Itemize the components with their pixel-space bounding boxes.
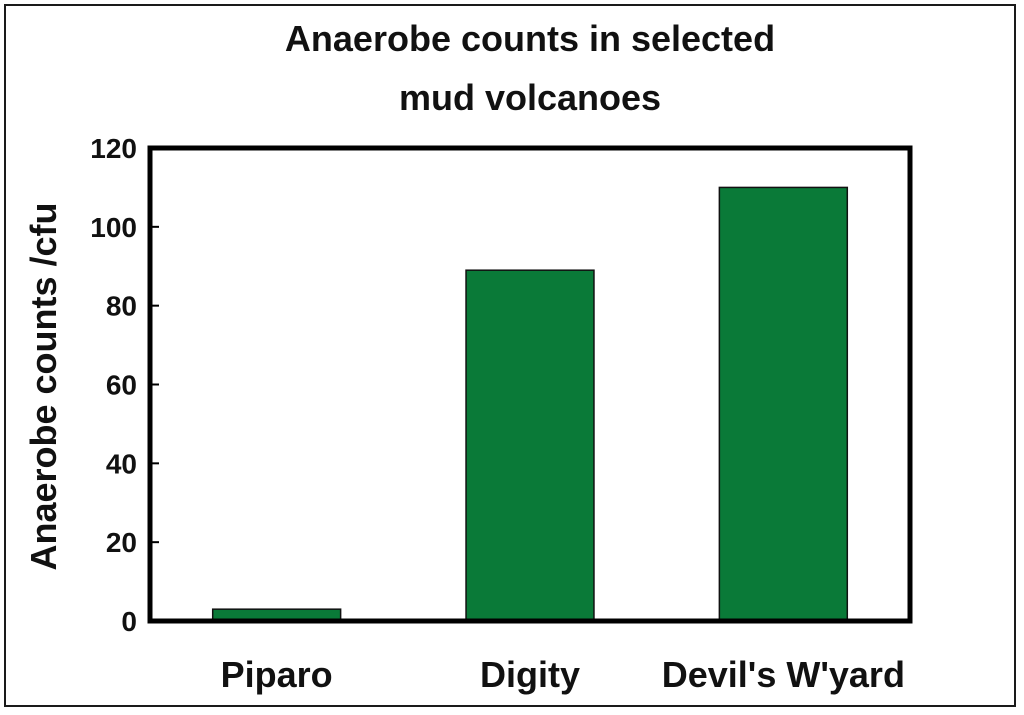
y-tick-label: 20 xyxy=(106,527,137,558)
bar-devil-s-w-yard xyxy=(718,186,849,622)
x-axis-categories: Piparo Digity Devil's W'yard xyxy=(221,654,905,695)
bars-layer xyxy=(211,186,849,622)
y-axis-title: Anaerobe counts /cfu xyxy=(23,202,64,570)
y-tick-label: 60 xyxy=(106,370,137,401)
y-tick-label: 80 xyxy=(106,291,137,322)
x-category-label: Piparo xyxy=(221,654,333,695)
bar-digity xyxy=(465,269,595,622)
y-axis-ticks: 0 20 40 60 80 100 120 xyxy=(90,133,159,637)
chart-title-line-1: Anaerobe counts in selected xyxy=(284,18,776,59)
figure-frame xyxy=(4,4,1016,707)
plot-area-frame xyxy=(147,145,913,624)
y-tick-label: 100 xyxy=(90,212,137,243)
x-category-label: Digity xyxy=(480,654,580,695)
y-tick-label: 40 xyxy=(106,448,137,479)
x-category-label: Devil's W'yard xyxy=(662,654,905,695)
chart-title-line-2: mud volcanoes xyxy=(398,77,662,118)
y-tick-label: 0 xyxy=(121,606,137,637)
y-tick-label: 120 xyxy=(90,133,137,164)
